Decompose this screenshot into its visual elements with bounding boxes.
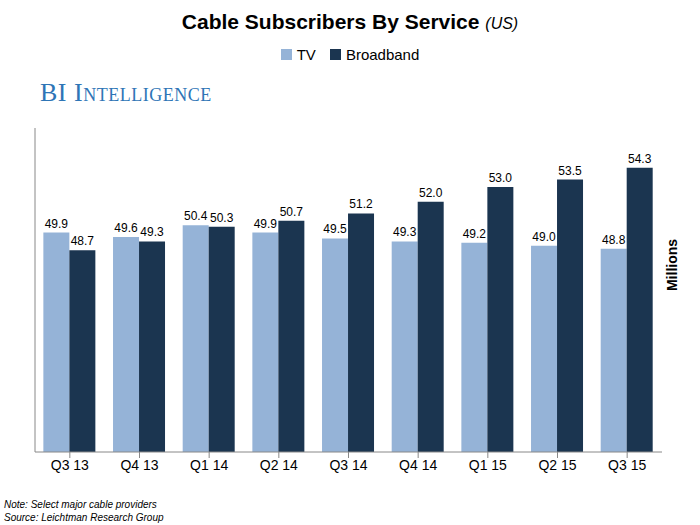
svg-text:49.9: 49.9 xyxy=(45,217,69,231)
svg-text:Q2 14: Q2 14 xyxy=(260,457,298,473)
svg-text:Q4 13: Q4 13 xyxy=(120,457,158,473)
html-text:BI Intelligence: BI Intelligence xyxy=(40,78,212,107)
svg-text:49.9: 49.9 xyxy=(254,217,278,231)
html-text:TV: TV xyxy=(296,46,316,63)
svg-text:53.5: 53.5 xyxy=(558,164,582,178)
svg-text:49.2: 49.2 xyxy=(463,227,487,241)
html-text:Millions: Millions xyxy=(664,238,680,292)
svg-text:49.3: 49.3 xyxy=(393,225,417,239)
svg-text:49.0: 49.0 xyxy=(532,230,556,244)
svg-text:53.0: 53.0 xyxy=(489,171,513,185)
svg-text:49.5: 49.5 xyxy=(323,222,347,236)
svg-text:Q1 15: Q1 15 xyxy=(469,457,507,473)
svg-text:50.4: 50.4 xyxy=(184,209,208,223)
svg-text:49.6: 49.6 xyxy=(114,221,138,235)
svg-text:49.3: 49.3 xyxy=(140,225,164,239)
svg-text:50.3: 50.3 xyxy=(210,211,234,225)
html-text:Broadband: Broadband xyxy=(345,46,420,63)
html-text:Source: Leichtman Research Gro: Source: Leichtman Research Group xyxy=(4,512,164,523)
svg-text:54.3: 54.3 xyxy=(628,152,652,166)
svg-text:Q3 14: Q3 14 xyxy=(329,457,367,473)
svg-text:Q4 14: Q4 14 xyxy=(399,457,437,473)
svg-text:Q3 13: Q3 13 xyxy=(51,457,89,473)
html-text:Note: Select major cable provi: Note: Select major cable providers xyxy=(4,499,157,510)
svg-text:Q2 15: Q2 15 xyxy=(538,457,576,473)
svg-text:51.2: 51.2 xyxy=(349,197,373,211)
html-text:Cable Subscribers By Service (: Cable Subscribers By Service (US) xyxy=(181,10,519,33)
svg-text:50.7: 50.7 xyxy=(280,205,304,219)
svg-text:52.0: 52.0 xyxy=(419,186,443,200)
svg-text:Q3 15: Q3 15 xyxy=(608,457,646,473)
svg-text:Q1 14: Q1 14 xyxy=(190,457,228,473)
svg-text:48.7: 48.7 xyxy=(71,234,95,248)
svg-text:48.8: 48.8 xyxy=(602,233,626,247)
